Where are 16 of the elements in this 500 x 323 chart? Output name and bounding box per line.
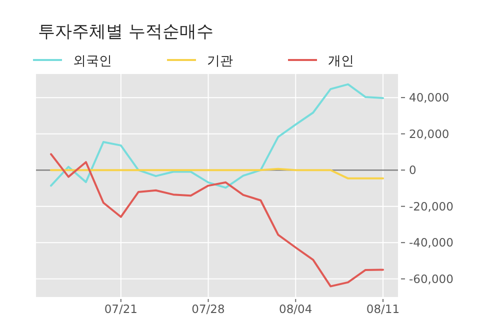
x-tick-label: 07/21	[104, 302, 138, 316]
y-tick-label: -40,000	[409, 236, 454, 250]
line-series	[50, 83, 384, 189]
x-tick-label: 08/04	[279, 302, 312, 316]
y-tick-label: -60,000	[409, 272, 454, 286]
legend-label: 개인	[328, 54, 354, 69]
y-tick-label: 20,000	[409, 126, 450, 141]
x-tick-label: 08/11	[366, 302, 400, 316]
legend-label: 기관	[207, 54, 233, 69]
x-tick-label: 07/28	[192, 302, 225, 316]
legend-label: 외국인	[73, 54, 112, 69]
y-tick-label: -20,000	[409, 199, 454, 214]
y-tick-label: 40,000	[409, 90, 450, 105]
chart-title: 투자주체별 누적순매수	[38, 22, 214, 42]
line-series	[50, 153, 384, 288]
y-tick-label: 0	[409, 163, 416, 178]
